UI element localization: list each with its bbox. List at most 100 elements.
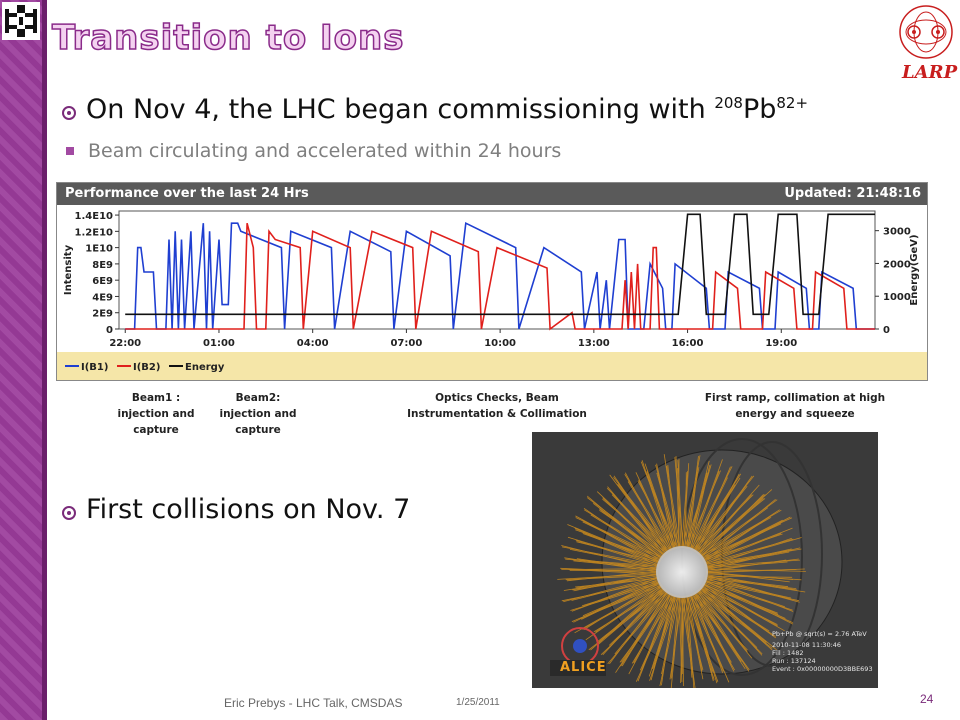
- particle-track: [681, 595, 694, 677]
- particle-track: [690, 470, 720, 551]
- particle-track: [663, 454, 679, 549]
- particle-track: [705, 569, 797, 572]
- particle-track: [566, 570, 659, 582]
- x-tick-label: 07:00: [390, 338, 422, 349]
- particle-track: [693, 466, 731, 552]
- y-axis-label: Intensity: [63, 244, 74, 295]
- particle-track: [607, 591, 669, 665]
- particle-track: [704, 579, 786, 608]
- particle-track: [661, 594, 676, 686]
- y-tick-label: 6E9: [92, 276, 113, 287]
- particle-track: [688, 594, 713, 672]
- event-info-line: Fill : 1482: [772, 649, 804, 657]
- particle-track: [595, 584, 663, 633]
- particle-track: [702, 583, 793, 623]
- particle-track: [698, 589, 758, 648]
- y-tick-label: 8E9: [92, 260, 113, 271]
- bullet-marker-icon: [62, 506, 76, 520]
- particle-track: [697, 485, 746, 555]
- particle-track: [692, 593, 743, 661]
- page-number: 24: [920, 692, 934, 706]
- legend-label: Energy: [185, 362, 225, 373]
- particle-track: [689, 594, 735, 671]
- particle-track: [685, 472, 687, 549]
- chart-plot: 1.4E10 1.2E10 1E10 8E9 6E9 4E9 2E9 0 Intensity 30…: [63, 210, 920, 349]
- y-tick-label: 4E9: [92, 292, 113, 303]
- particle-track: [697, 590, 763, 655]
- particle-track: [683, 595, 704, 671]
- sub-bullet-text: Beam circulating and accelerated within …: [88, 140, 562, 162]
- particle-track: [602, 588, 666, 656]
- slide-title: Transition to Ions: [51, 17, 405, 59]
- footer-date: 1/25/2011: [456, 697, 500, 708]
- bullet-text: First collisions on Nov. 7: [86, 494, 411, 525]
- particle-track: [583, 581, 661, 631]
- particle-track: [705, 571, 790, 583]
- event-info-line: Pb+Pb @ sqrt(s) = 2.76 ATeV: [772, 630, 867, 638]
- particle-track: [680, 595, 683, 675]
- particle-track: [653, 594, 674, 669]
- particle-track: [637, 481, 675, 550]
- performance-chart: Performance over the last 24 Hrs Updated…: [56, 182, 928, 381]
- particle-track: [583, 509, 664, 558]
- footer-author: Eric Prebys - LHC Talk, CMSDAS: [224, 696, 403, 710]
- sidebar-edge: [42, 0, 47, 720]
- particle-track: [656, 472, 679, 549]
- particle-track: [703, 581, 793, 611]
- particle-track: [610, 587, 664, 646]
- particle-track: [586, 497, 665, 557]
- particle-track: [624, 473, 672, 551]
- particle-track: [702, 498, 776, 560]
- series-line-ib2: [125, 223, 875, 331]
- particle-track: [613, 477, 672, 551]
- particle-track: [697, 589, 773, 649]
- particle-track: [704, 527, 793, 564]
- x-tick-label: 22:00: [109, 338, 141, 349]
- annotation-beam2: Beam2: injection and capture: [219, 392, 297, 436]
- particle-track: [686, 456, 699, 549]
- x-tick-label: 10:00: [484, 338, 516, 349]
- particle-track: [690, 466, 733, 550]
- particle-track: [700, 507, 769, 558]
- particle-track: [705, 537, 793, 568]
- event-info-line: Run : 137124: [772, 657, 816, 665]
- particle-track: [687, 468, 698, 549]
- particle-track: [704, 580, 799, 602]
- bullet-first-collisions: First collisions on Nov. 7: [62, 494, 410, 525]
- particle-track: [688, 472, 708, 550]
- larp-logo-text: LARP: [902, 62, 958, 83]
- annotation-beam1: Beam1 : injection and capture: [117, 392, 195, 436]
- x-tick-label: 01:00: [203, 338, 235, 349]
- annotation-first-ramp: First ramp, collimation at high energy a…: [704, 392, 886, 420]
- y2-axis-label: Energy(GeV): [909, 234, 920, 305]
- particle-track: [637, 593, 673, 682]
- event-display-image: [550, 438, 843, 691]
- particle-track: [695, 484, 734, 553]
- particle-track: [627, 481, 671, 552]
- particle-track: [609, 589, 666, 665]
- particle-track: [703, 516, 770, 562]
- particle-track: [700, 586, 770, 632]
- legend-label: I(B1): [81, 362, 108, 373]
- particle-track: [575, 529, 662, 561]
- particle-track: [700, 497, 764, 557]
- particle-track: [705, 547, 801, 571]
- y2-tick-label: 1000: [883, 292, 911, 303]
- particle-track: [677, 460, 683, 549]
- particle-track: [670, 595, 679, 679]
- particle-track: [670, 595, 681, 691]
- particle-track: [704, 522, 780, 564]
- particle-track: [704, 533, 782, 565]
- alice-logo-icon: [550, 627, 606, 676]
- particle-track: [678, 595, 683, 683]
- x-tick-label: 16:00: [672, 338, 704, 349]
- event-info: Pb+Pb @ sqrt(s) = 2.76 ATeV 2010-11-08 1…: [772, 630, 873, 673]
- particle-track: [705, 551, 790, 568]
- particle-track: [703, 516, 791, 563]
- particle-track: [582, 521, 662, 560]
- particle-track: [633, 592, 671, 664]
- particle-track: [689, 594, 724, 672]
- alice-logo-text: ALICE: [560, 660, 607, 675]
- particle-track: [697, 484, 760, 554]
- particle-track: [571, 577, 659, 601]
